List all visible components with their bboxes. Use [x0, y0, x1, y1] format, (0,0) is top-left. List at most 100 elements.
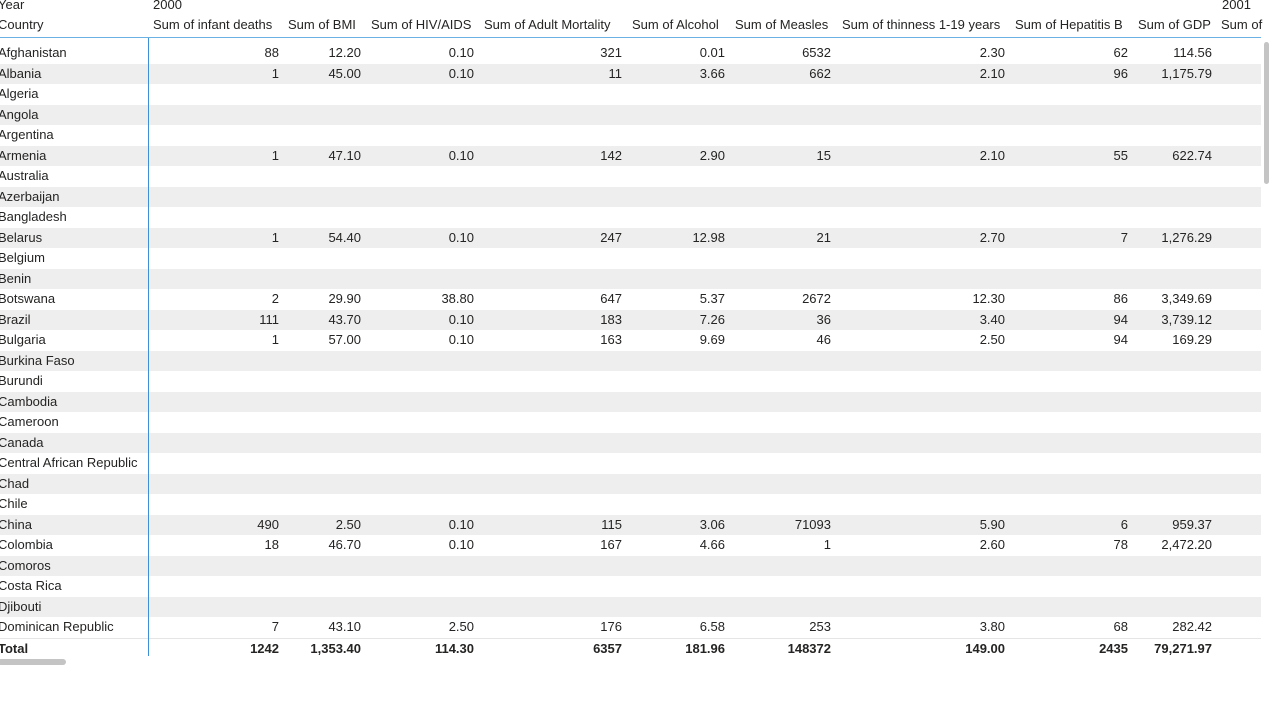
value-cell [291, 453, 361, 474]
value-cell: 9.69 [699, 332, 725, 347]
table-row[interactable]: Burundi [0, 371, 1261, 392]
value-cell [635, 597, 725, 618]
table-row[interactable]: Colombia 18 46.70 0.10 167 4.66 1 2.60 78 2,472.2… [0, 535, 1261, 556]
table-row[interactable]: Bangladesh [0, 207, 1261, 228]
column-header[interactable]: Sum of Adult Mortality [484, 17, 611, 32]
value-cell [492, 207, 622, 228]
column-header[interactable]: Sum of Alcohol [632, 17, 719, 32]
table-row[interactable]: Chile [0, 494, 1261, 515]
value-cell: 3.66 [699, 65, 725, 81]
value-cell: 0.10 [448, 332, 474, 347]
table-row[interactable]: Canada [0, 432, 1261, 454]
year-2001-header[interactable]: 2001 [1222, 0, 1251, 12]
table-row[interactable]: Costa Rica [0, 576, 1261, 597]
table-row[interactable]: Belarus 1 54.40 0.10 247 12.98 21 2.70 7 1,276.29 [0, 227, 1261, 248]
table-row[interactable]: Angola [0, 104, 1261, 126]
country-cell: Algeria [0, 86, 39, 101]
table-row[interactable]: Comoros [0, 555, 1261, 577]
column-header[interactable]: Sum of BMI [288, 17, 356, 32]
table-row[interactable]: Chad [0, 473, 1261, 495]
table-row[interactable]: Central African Republic [0, 453, 1261, 474]
value-cell [291, 494, 361, 515]
table-row[interactable]: Brazil 111 43.70 0.10 183 7.26 36 3.40 94 3,739.1… [0, 309, 1261, 330]
value-cell [169, 207, 279, 228]
value-cell: 1,175.79 [1161, 65, 1212, 81]
table-row[interactable]: Afghanistan 88 12.20 0.10 321 0.01 6532 2.30 62 1… [0, 43, 1261, 64]
value-cell [1028, 105, 1128, 126]
table-row[interactable]: Albania 1 45.00 0.10 11 3.66 662 2.10 96 1,175.79 [0, 63, 1261, 84]
table-row[interactable]: Botswana 2 29.90 38.80 647 5.37 2672 12.30 86 3,3… [0, 289, 1261, 310]
value-cell: 12.30 [972, 291, 1005, 306]
year-2000-header[interactable]: 2000 [153, 0, 182, 12]
value-cell: 43.10 [328, 619, 361, 634]
column-header[interactable]: Sum of thinness 1-19 years [842, 17, 1001, 32]
vertical-scrollbar[interactable] [1264, 42, 1269, 184]
column-header[interactable]: Sum of [1221, 17, 1263, 32]
value-cell [291, 371, 361, 392]
value-cell: 86 [1113, 291, 1128, 306]
column-header[interactable]: Sum of HIV/AIDS [371, 17, 472, 32]
value-cell [291, 351, 361, 372]
table-row[interactable]: Armenia 1 47.10 0.10 142 2.90 15 2.10 55 622.74 [0, 145, 1261, 166]
value-cell: 11 [608, 65, 623, 81]
value-cell: 47.10 [328, 147, 361, 163]
table-row[interactable]: Azerbaijan [0, 186, 1261, 208]
value-cell [291, 392, 361, 413]
column-header[interactable]: Sum of GDP [1138, 17, 1211, 32]
value-cell [374, 371, 474, 392]
value-cell: 6 [1120, 516, 1128, 532]
value-cell [635, 125, 725, 146]
value-cell [635, 433, 725, 454]
table-row[interactable]: China 490 2.50 0.10 115 3.06 71093 5.90 6 959.37 [0, 514, 1261, 535]
value-cell: 46 [816, 332, 831, 347]
value-cell: 54.40 [328, 229, 361, 245]
value-cell [855, 392, 1005, 413]
table-row[interactable]: Benin [0, 268, 1261, 290]
value-cell: 2 [271, 291, 279, 306]
table-row[interactable]: Bulgaria 1 57.00 0.10 163 9.69 46 2.50 94 169.29 [0, 330, 1261, 351]
value-cell: 45.00 [328, 65, 361, 81]
value-cell [492, 105, 622, 126]
value-cell [374, 269, 474, 290]
column-header[interactable]: Sum of infant deaths [153, 17, 273, 32]
total-row[interactable]: Total 1242 1,353.40 114.30 6357 181.96 148372 1… [0, 637, 1261, 660]
table-row[interactable]: Cameroon [0, 412, 1261, 433]
value-cell [169, 556, 279, 577]
country-cell: Burundi [0, 373, 43, 388]
value-cell: 2.10 [979, 147, 1005, 163]
value-cell [1028, 166, 1128, 187]
country-header[interactable]: Country [0, 17, 44, 32]
table-row[interactable]: Belgium [0, 248, 1261, 269]
value-cell [1122, 351, 1212, 372]
value-cell: 183 [600, 311, 622, 327]
column-header[interactable]: Sum of Measles [735, 17, 829, 32]
horizontal-scrollbar[interactable] [0, 659, 66, 665]
table-row[interactable]: Argentina [0, 125, 1261, 146]
value-cell [635, 84, 725, 105]
value-cell [291, 474, 361, 495]
value-cell: 2.10 [979, 65, 1005, 81]
year-header-label[interactable]: Year [0, 0, 25, 12]
value-cell [741, 392, 831, 413]
value-cell [1122, 392, 1212, 413]
table-row[interactable]: Cambodia [0, 391, 1261, 413]
value-cell [169, 474, 279, 495]
value-cell [635, 474, 725, 495]
value-cell [1122, 84, 1212, 105]
value-cell: 647 [600, 291, 622, 306]
table-row[interactable]: Algeria [0, 84, 1261, 105]
column-header[interactable]: Sum of Hepatitis B [1015, 17, 1123, 32]
country-cell: Australia [0, 168, 49, 183]
table-row[interactable]: Burkina Faso [0, 350, 1261, 372]
value-cell: 163 [600, 332, 622, 347]
table-row[interactable]: Djibouti [0, 596, 1261, 618]
value-cell [855, 351, 1005, 372]
value-cell [1028, 187, 1128, 208]
table-row[interactable]: Dominican Republic 7 43.10 2.50 176 6.58 253 3.… [0, 617, 1261, 638]
value-cell [855, 494, 1005, 515]
value-cell: 6.58 [699, 619, 725, 634]
value-cell [1122, 166, 1212, 187]
value-cell [374, 351, 474, 372]
table-row[interactable]: Australia [0, 166, 1261, 187]
value-cell [741, 371, 831, 392]
